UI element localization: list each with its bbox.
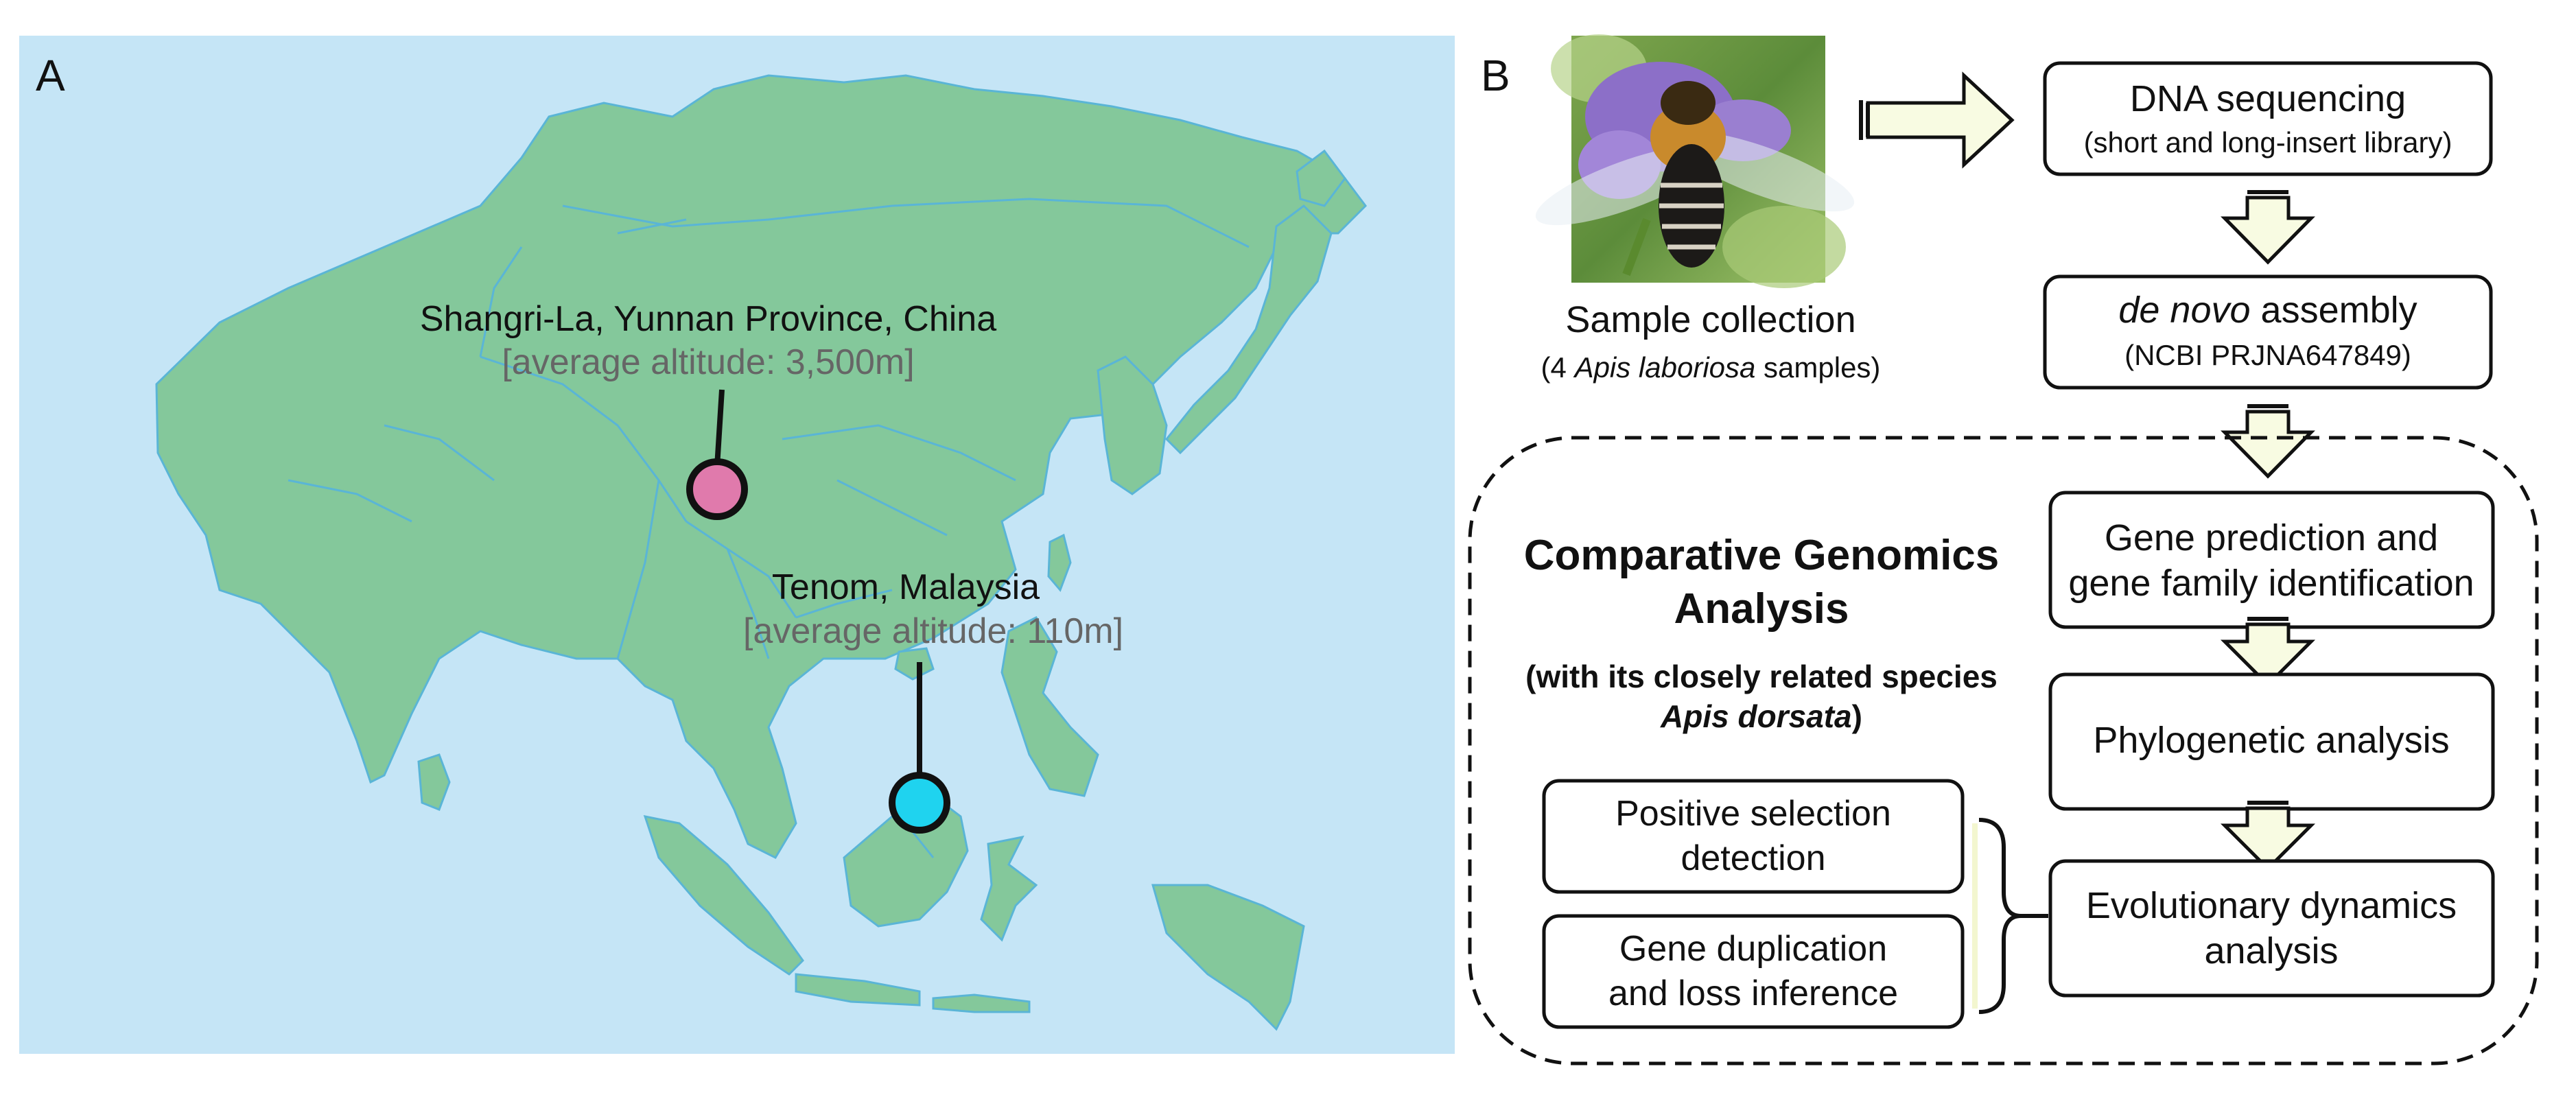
land-korea xyxy=(1097,355,1168,495)
land-lesser-sunda xyxy=(932,993,1031,1013)
workflow-panel: B Sample collection (4 Apis laboriosa sa… xyxy=(1468,34,2539,1065)
gene-prediction-line2: gene family identification xyxy=(2068,563,2474,604)
land-taiwan xyxy=(1047,533,1072,592)
box-gene-duplication xyxy=(1542,914,1965,1029)
arrow-down-1 xyxy=(2221,190,2315,265)
gene-duplication-line1: Gene duplication xyxy=(1619,929,1887,969)
land-japan xyxy=(1164,204,1333,455)
dna-sequencing-sub: (short and long-insert library) xyxy=(2084,126,2452,158)
land-new-guinea xyxy=(1151,884,1305,1031)
evolutionary-dynamics-line1: Evolutionary dynamics xyxy=(2086,885,2457,926)
land-sri-lanka xyxy=(417,753,451,811)
panel-label-a: A xyxy=(36,51,65,100)
comparative-genomics-region xyxy=(1468,436,2539,1065)
location-name-shangri-la: Shangri-La, Yunnan Province, China xyxy=(420,299,996,339)
assembly-title: de novo assembly xyxy=(2118,290,2417,331)
dna-sequencing-title: DNA sequencing xyxy=(2130,78,2406,119)
pin-marker-shangri-la xyxy=(686,458,748,520)
land-java xyxy=(795,973,921,1006)
location-altitude-tenom: [average altitude: 110m] xyxy=(743,611,1123,651)
pin-line-shangri-la xyxy=(714,389,725,467)
pin-marker-tenom xyxy=(889,772,950,834)
arrow-right xyxy=(1859,71,2015,169)
box-positive-selection xyxy=(1542,779,1965,894)
positive-selection-line2: detection xyxy=(1681,838,1825,878)
comparative-sub-line1: (with its closely related species xyxy=(1525,659,1998,694)
box-gene-prediction xyxy=(2048,491,2495,629)
positive-selection-line1: Positive selection xyxy=(1615,794,1891,834)
comparative-sub-line2: Apis dorsata) xyxy=(1660,698,1862,734)
location-altitude-shangri-la: [average altitude: 3,500m] xyxy=(502,342,914,382)
assembly-sub: (NCBI PRJNA647849) xyxy=(2124,339,2411,371)
bee-photo xyxy=(1535,34,1855,288)
land-sulawesi xyxy=(980,835,1038,942)
sample-caption: Sample collection xyxy=(1565,299,1855,340)
box-de-novo-assembly xyxy=(2043,274,2493,390)
location-name-tenom: Tenom, Malaysia xyxy=(772,567,1040,607)
box-evolutionary-dynamics xyxy=(2048,859,2495,998)
gene-duplication-line2: and loss inference xyxy=(1608,974,1898,1013)
land-philippines xyxy=(1000,616,1099,797)
comparative-title-line1: Comparative Genomics xyxy=(1524,532,2000,579)
sample-species: Apis laboriosa xyxy=(1573,351,1756,384)
arrow-down-2 xyxy=(2221,404,2315,479)
gene-prediction-line1: Gene prediction and xyxy=(2105,517,2438,558)
comparative-title-line2: Analysis xyxy=(1674,585,1849,633)
land-mainland-asia xyxy=(155,74,1367,859)
land-hainan xyxy=(894,647,935,681)
land-sumatra xyxy=(643,815,804,976)
sample-subcaption: (4 Apis laboriosa samples) xyxy=(1541,351,1881,384)
arrow-down-3 xyxy=(2220,617,2316,687)
map-panel: Shangri-La, Yunnan Province, China [aver… xyxy=(19,36,1455,1054)
evolutionary-dynamics-line2: analysis xyxy=(2204,930,2338,972)
arrow-down-4 xyxy=(2220,801,2316,871)
panel-label-b: B xyxy=(1481,51,1510,100)
bracket-connector xyxy=(1978,818,2048,1014)
phylogenetic-analysis-label: Phylogenetic analysis xyxy=(2093,720,2449,761)
box-dna-sequencing xyxy=(2043,61,2493,176)
country-borders xyxy=(288,198,1250,858)
land-hokkaido xyxy=(1296,149,1346,207)
